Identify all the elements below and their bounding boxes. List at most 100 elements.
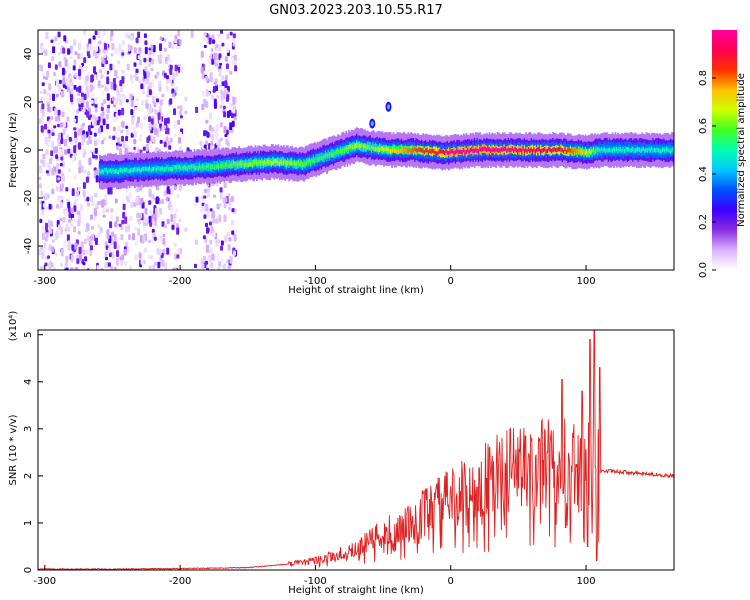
- heatmap-cell: [47, 219, 51, 228]
- heatmap-cell: [149, 165, 151, 171]
- heatmap-cell: [177, 30, 181, 37]
- heatmap-cell: [135, 97, 139, 102]
- heatmap-cell: [84, 256, 88, 262]
- heatmap-cell: [538, 146, 541, 152]
- heatmap-cell: [166, 165, 169, 170]
- heatmap-cell: [173, 165, 176, 170]
- heatmap-cell: [129, 45, 133, 50]
- heatmap-cell: [220, 89, 224, 95]
- heatmap-cell: [135, 167, 138, 172]
- heatmap-cell: [145, 217, 149, 223]
- heatmap-cell: [607, 148, 610, 153]
- heatmap-cell: [487, 147, 490, 152]
- heatmap-cell: [65, 210, 69, 217]
- heatmap-cell: [48, 244, 52, 251]
- heatmap-feature: [370, 121, 374, 127]
- heatmap-cell: [231, 219, 235, 226]
- snr-frame: [37, 329, 675, 571]
- heatmap-cell: [251, 162, 254, 167]
- heatmap-cell: [609, 147, 611, 152]
- heatmap-cell: [429, 148, 431, 154]
- heatmap-cell: [137, 116, 140, 123]
- heatmap-cell: [76, 97, 80, 104]
- heatmap-cell: [490, 148, 492, 153]
- heatmap-cell: [173, 213, 177, 219]
- heatmap-cell: [163, 167, 166, 172]
- heatmap-cell: [138, 253, 142, 258]
- heatmap-cell: [56, 163, 60, 171]
- heatmap-cell: [55, 93, 59, 98]
- heatmap-cell: [567, 148, 569, 153]
- heatmap-cell: [138, 47, 142, 52]
- heatmap-cell: [212, 232, 216, 238]
- heatmap-cell: [506, 148, 508, 153]
- heatmap-cell: [403, 147, 406, 152]
- heatmap-cell: [73, 118, 77, 123]
- heatmap-cell: [81, 138, 85, 146]
- heatmap-cell: [587, 151, 590, 156]
- heatmap-cell: [231, 208, 235, 213]
- heatmap-cell: [76, 257, 80, 264]
- heatmap-cell: [391, 149, 393, 154]
- colorbar-tick-label: 0.6: [698, 118, 709, 134]
- heatmap-cell: [582, 150, 584, 155]
- snr-series-line: [38, 330, 674, 570]
- y-tick-label: 0: [23, 567, 34, 573]
- heatmap-cell: [649, 148, 652, 153]
- heatmap-cell: [456, 148, 458, 154]
- heatmap-cell: [113, 266, 117, 270]
- heatmap-cell: [133, 62, 137, 67]
- heatmap-cell: [345, 147, 347, 152]
- heatmap-cell: [630, 148, 633, 153]
- heatmap-cell: [81, 92, 84, 97]
- heatmap-cell: [124, 225, 128, 233]
- heatmap-cell: [207, 163, 209, 168]
- heatmap-cell: [54, 64, 58, 70]
- heatmap-cell: [42, 97, 45, 101]
- heatmap-cell: [76, 189, 80, 197]
- heatmap-cell: [109, 168, 112, 173]
- heatmap-cell: [160, 235, 163, 241]
- heatmap-cell: [85, 177, 89, 183]
- heatmap-cell: [77, 210, 81, 215]
- heatmap-cell: [228, 237, 232, 242]
- heatmap-cell: [110, 81, 114, 90]
- heatmap-cell: [135, 121, 139, 128]
- heatmap-cell: [177, 105, 180, 109]
- heatmap-cell: [54, 232, 58, 241]
- heatmap-cell: [430, 149, 433, 154]
- heatmap-cell: [475, 147, 477, 153]
- heatmap-cell: [117, 125, 121, 132]
- heatmap-cell: [73, 205, 77, 212]
- heatmap-cell: [106, 123, 110, 130]
- heatmap-cell: [162, 238, 166, 245]
- heatmap-cell: [130, 99, 134, 107]
- heatmap-cell: [599, 148, 602, 153]
- heatmap-cell: [115, 216, 119, 223]
- heatmap-cell: [97, 224, 101, 229]
- heatmap-cell: [665, 146, 668, 151]
- heatmap-cell: [563, 149, 565, 154]
- heatmap-cell: [335, 149, 338, 154]
- heatmap-cell: [41, 82, 45, 87]
- heatmap-cell: [130, 132, 134, 138]
- heatmap-cell: [77, 219, 81, 227]
- colorbar-tick-label: 0.8: [698, 70, 709, 86]
- heatmap-cell: [274, 158, 277, 163]
- heatmap-cell: [113, 169, 116, 174]
- heatmap-cell: [74, 242, 78, 250]
- x-tick-label: -300: [33, 576, 56, 587]
- heatmap-cell: [163, 47, 167, 52]
- heatmap-cell: [130, 109, 134, 116]
- heatmap-cell: [605, 148, 607, 154]
- heatmap-cell: [406, 148, 408, 153]
- heatmap-cell: [522, 147, 525, 156]
- heatmap-cell: [233, 54, 237, 61]
- heatmap-cell: [645, 147, 648, 153]
- heatmap-cell: [169, 59, 172, 63]
- heatmap-cell: [51, 141, 55, 148]
- heatmap-cell: [50, 221, 54, 227]
- heatmap-cell: [149, 50, 152, 55]
- heatmap-cell: [204, 165, 207, 170]
- heatmap-cell: [60, 122, 64, 128]
